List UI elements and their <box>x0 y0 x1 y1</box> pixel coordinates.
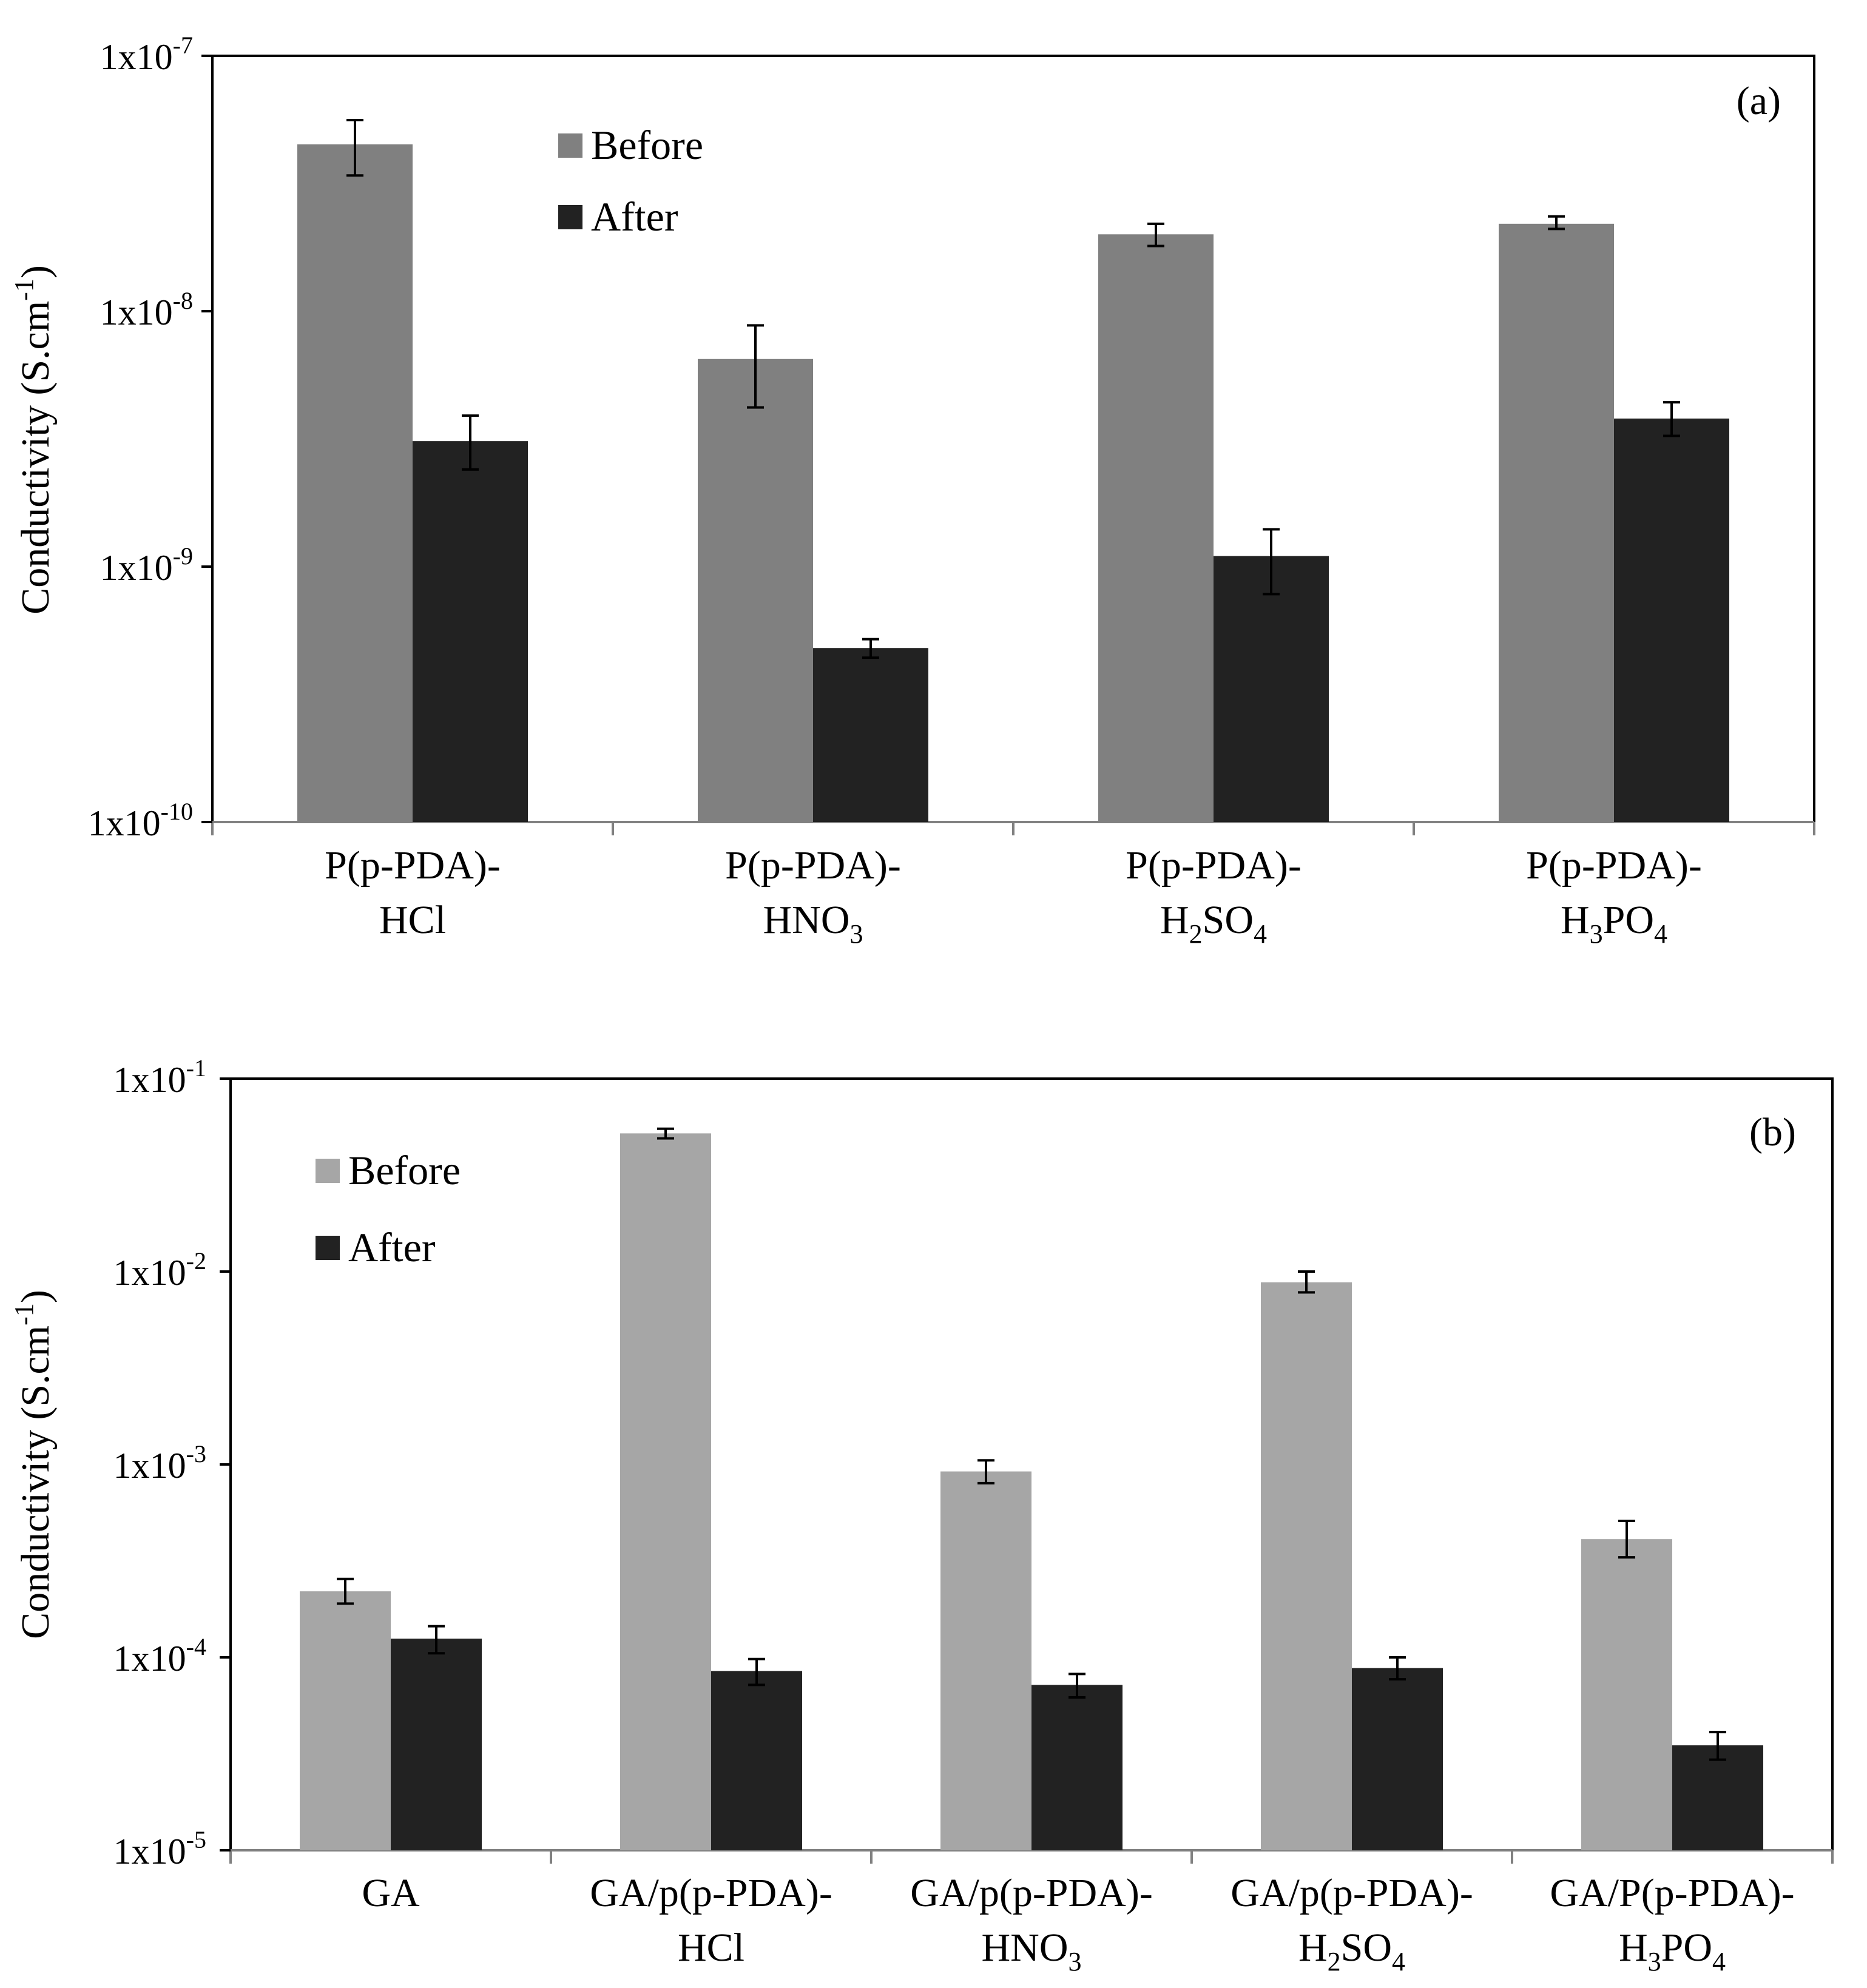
panel-b-error-bar <box>748 1657 765 1686</box>
panel-a-y-axis-title: Conductivity (S.cm-1) <box>9 265 58 615</box>
panel-b-category-label: GA <box>362 1871 420 1915</box>
panel-b-error-bar <box>657 1127 674 1140</box>
panel-b-bar-before <box>940 1471 1031 1850</box>
panel-b-legend-item-after: After <box>316 1224 436 1270</box>
panel-a-error-bar <box>862 638 879 659</box>
panel-b-bar-after <box>1672 1745 1763 1850</box>
panel-a-y-tick-label: 1x10-7 <box>100 32 193 77</box>
panel-a-error-bar <box>747 324 764 409</box>
panel-a-y-tick-label: 1x10-10 <box>88 798 193 843</box>
panel-b-legend-label: Before <box>348 1147 461 1193</box>
panel-b-legend-item-before: Before <box>316 1147 461 1193</box>
panel-b-bar-before <box>1261 1282 1352 1850</box>
panel-b-y-tick-label: 1x10-5 <box>113 1826 206 1872</box>
panel-b-bar-after <box>1031 1685 1123 1850</box>
panel-b-bar-after <box>711 1671 802 1850</box>
panel-a-category-label: P(p-PDA)- <box>725 843 901 888</box>
panel-b-error-bar <box>1389 1656 1406 1681</box>
panel-b-bar-after <box>391 1639 482 1850</box>
panel-a-bar-after <box>1214 556 1329 822</box>
panel-a-y-tick-label: 1x10-9 <box>100 542 193 588</box>
panel-b-y-tick-label: 1x10-1 <box>113 1054 206 1100</box>
panel-a-category-label: P(p-PDA)- <box>1126 843 1301 888</box>
panel-b-legend-label: After <box>348 1224 436 1270</box>
panel-b-y-axis-title: Conductivity (S.cm-1) <box>9 1290 58 1639</box>
panel-a-legend-item-before: Before <box>558 122 703 168</box>
panel-a-bar-before <box>297 144 413 822</box>
panel-a-bar-before <box>1499 223 1614 822</box>
panel-b-bar-before <box>1581 1539 1672 1850</box>
panel-b-category-label: GA/P(p-PDA)- <box>1550 1871 1794 1915</box>
panel-b-category-label: GA/p(p-PDA)- <box>910 1871 1153 1915</box>
panel-b-y-tick-label: 1x10-2 <box>113 1247 206 1293</box>
panel-a-group: 1x10-7 1x10-8 1x10-9 1x10-10 P(p-PDA)- HCl P(p… <box>9 32 1815 949</box>
panel-b-panel-label: (b) <box>1749 1110 1796 1154</box>
panel-b-category-label: HNO3 <box>982 1926 1082 1976</box>
panel-b-legend-swatch <box>316 1159 340 1183</box>
panel-a-error-bar <box>1548 215 1565 231</box>
panel-a-category-label: HNO3 <box>763 898 863 949</box>
panel-b-group: 1x10-1 1x10-2 1x10-3 1x10-4 1x10-5 GA GA/p(p-P… <box>9 1054 1834 1976</box>
panel-b-legend-swatch <box>316 1236 340 1260</box>
panel-a-bar-after <box>813 648 928 822</box>
panel-a-error-bar <box>462 414 479 471</box>
panel-b-error-bar <box>1709 1731 1726 1761</box>
panel-b-category-label: H2SO4 <box>1298 1926 1405 1976</box>
panel-b-category-label: GA/p(p-PDA)- <box>590 1871 832 1915</box>
panel-a-error-bar <box>1263 528 1280 596</box>
panel-a-panel-label: (a) <box>1737 79 1781 123</box>
panel-a-category-label: H3PO4 <box>1561 898 1667 949</box>
panel-b-bar-before <box>620 1133 711 1850</box>
panel-b-error-bar <box>977 1459 994 1484</box>
panel-a-error-bar <box>1663 401 1680 437</box>
panel-a-category-label: P(p-PDA)- <box>1526 843 1702 888</box>
panel-a-legend-label: Before <box>591 122 703 168</box>
panel-a-bar-after <box>1614 418 1729 822</box>
panel-b-y-tick-label: 1x10-3 <box>113 1440 206 1486</box>
panel-a-category-label: HCl <box>379 898 446 942</box>
panel-b-y-tick-label: 1x10-4 <box>113 1633 206 1679</box>
panel-b-error-bar <box>1069 1673 1085 1699</box>
panel-b-category-label: H3PO4 <box>1619 1926 1726 1976</box>
panel-b-error-bar <box>428 1625 445 1655</box>
panel-a-error-bar <box>346 119 363 177</box>
panel-a-category-label: P(p-PDA)- <box>325 843 501 888</box>
panel-a-category-label: H2SO4 <box>1160 898 1267 949</box>
panel-b-error-bar <box>337 1577 354 1605</box>
panel-b-category-label: HCl <box>678 1926 744 1970</box>
panel-a-legend-label: After <box>591 194 678 240</box>
panel-a-y-tick-label: 1x10-8 <box>100 287 193 332</box>
panel-a-bar-before <box>1098 234 1214 822</box>
panel-a-bar-after <box>413 441 528 822</box>
panel-b-bar-before <box>300 1591 391 1850</box>
panel-a-error-bar <box>1147 222 1164 248</box>
panel-b-bar-after <box>1352 1668 1443 1850</box>
panel-b-error-bar <box>1618 1519 1635 1559</box>
panel-b-error-bar <box>1298 1270 1315 1294</box>
panel-a-bar-before <box>698 359 813 822</box>
panel-a-legend-swatch <box>558 205 582 229</box>
panel-a-legend-swatch <box>558 133 582 158</box>
panel-b-category-label: GA/p(p-PDA)- <box>1231 1871 1473 1915</box>
panel-a-legend-item-after: After <box>558 194 678 240</box>
